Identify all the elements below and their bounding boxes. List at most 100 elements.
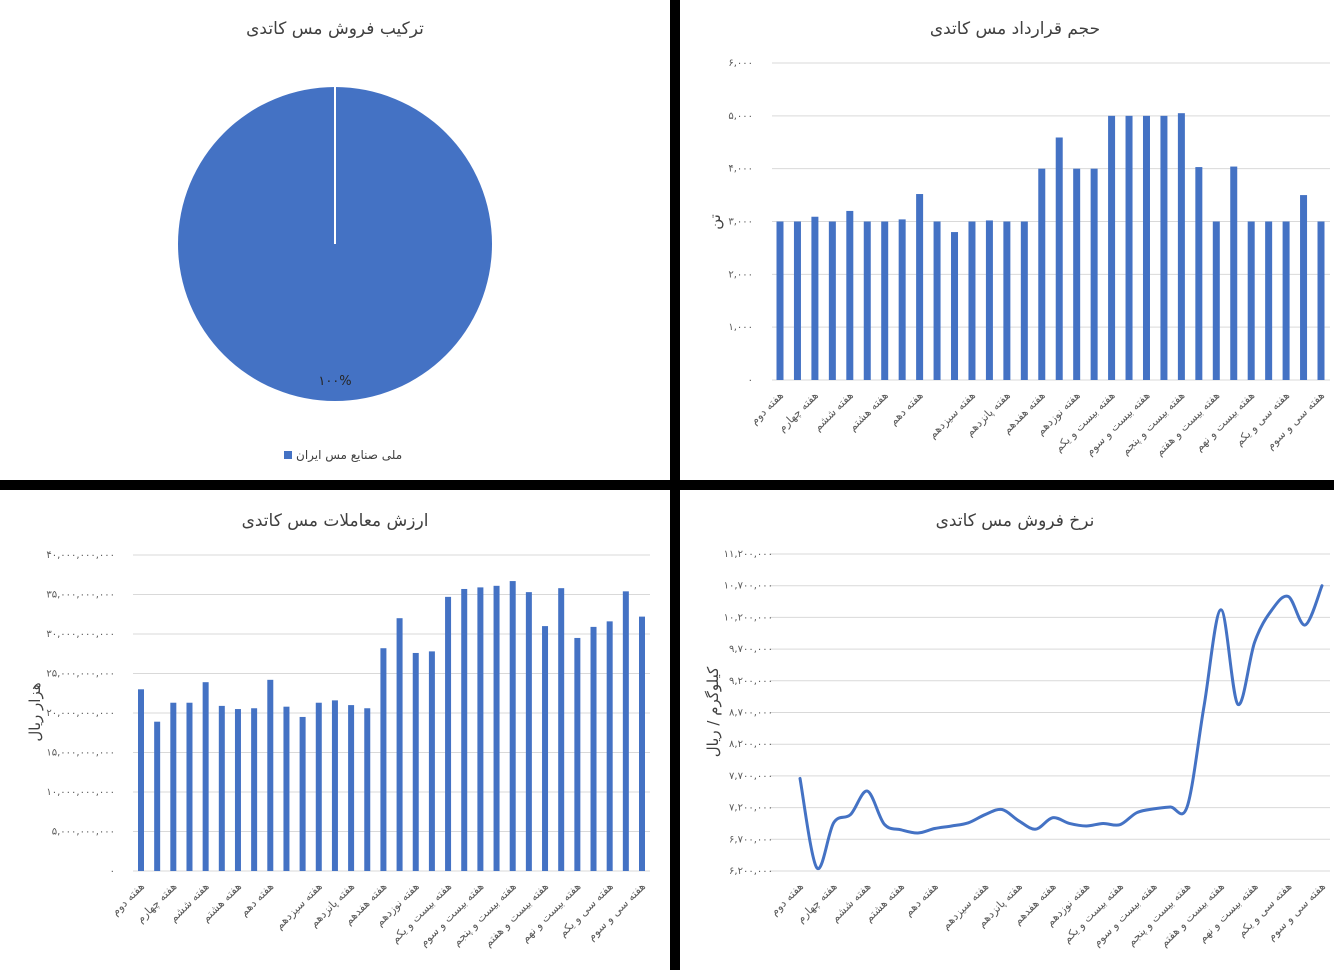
bar <box>364 708 371 871</box>
bar <box>1265 221 1273 380</box>
y-tick-label: ۳۰,۰۰۰,۰۰۰,۰۰۰ <box>46 629 115 640</box>
bar <box>898 219 906 380</box>
bar <box>542 626 549 871</box>
bar <box>315 702 322 871</box>
bar <box>1195 167 1203 380</box>
legend-swatch <box>284 451 292 459</box>
y-tick-label: ۶,۰۰۰ <box>728 58 753 69</box>
bar <box>234 709 241 871</box>
pie-title: ترکیب فروش مس کاتدی <box>246 19 424 39</box>
y-tick-label: ۸,۷۰۰,۰۰۰ <box>729 708 773 719</box>
bar <box>267 679 274 871</box>
legend-label: ملی صنایع مس ایران <box>296 448 402 463</box>
bar <box>412 652 419 871</box>
y-tick-label: ۰ <box>748 375 753 386</box>
bar <box>606 621 613 871</box>
y-tick-label: ۶,۷۰۰,۰۰۰ <box>729 834 773 845</box>
y-tick-label: ۱۵,۰۰۰,۰۰۰,۰۰۰ <box>46 748 115 759</box>
bar <box>461 588 468 871</box>
price-title: نرخ فروش مس کاتدی <box>936 511 1095 531</box>
y-tick-label: ۹,۷۰۰,۰۰۰ <box>729 644 773 655</box>
bar <box>218 705 225 871</box>
y-tick-label: ۵,۰۰۰,۰۰۰,۰۰۰ <box>52 827 115 838</box>
y-tick-label: ۹,۲۰۰,۰۰۰ <box>729 676 773 687</box>
bar <box>985 220 993 380</box>
bar <box>154 721 161 871</box>
y-tick-label: ۱۱,۲۰۰,۰۰۰ <box>724 549 773 560</box>
bar <box>793 221 801 380</box>
bar <box>525 592 532 871</box>
bar <box>1230 166 1238 380</box>
bar <box>170 702 177 871</box>
bar <box>1073 168 1081 380</box>
value-y-title: هزار ریال <box>26 682 44 741</box>
bar <box>916 194 924 380</box>
bar <box>202 682 209 871</box>
bar <box>574 637 581 871</box>
bar <box>251 708 258 871</box>
y-tick-label: ۱۰,۷۰۰,۰۰۰ <box>724 581 773 592</box>
bar <box>1090 168 1098 380</box>
y-tick-label: ۰ <box>110 866 115 877</box>
y-tick-label: ۴۰,۰۰۰,۰۰۰,۰۰۰ <box>46 550 115 561</box>
y-tick-label: ۲۰,۰۰۰,۰۰۰,۰۰۰ <box>46 708 115 719</box>
pie-data-label: ۱۰۰% <box>318 374 351 389</box>
y-tick-label: ۸,۲۰۰,۰۰۰ <box>729 739 773 750</box>
bar <box>933 221 941 380</box>
bar <box>776 221 784 380</box>
panel-price <box>680 490 1334 970</box>
y-tick-label: ۷,۷۰۰,۰۰۰ <box>729 771 773 782</box>
bar <box>828 221 836 380</box>
bar <box>1003 221 1011 380</box>
bar <box>283 706 290 871</box>
bar <box>138 689 144 871</box>
bar <box>186 702 193 871</box>
bar <box>493 585 500 871</box>
bar <box>1300 195 1308 380</box>
bar <box>380 648 387 871</box>
y-tick-label: ۴,۰۰۰ <box>728 164 753 175</box>
bar <box>1108 115 1116 380</box>
price-y-title: کیلوگرم / ریال <box>704 666 722 757</box>
value-title: ارزش معاملات مس کاتدی <box>242 511 429 531</box>
y-tick-label: ۳,۰۰۰ <box>728 217 753 228</box>
bar <box>331 700 338 871</box>
bar <box>477 587 484 871</box>
bar <box>428 651 435 871</box>
bar <box>348 705 355 871</box>
bar <box>558 588 565 871</box>
bar <box>846 210 854 380</box>
bar <box>1317 221 1325 380</box>
y-tick-label: ۷,۲۰۰,۰۰۰ <box>729 803 773 814</box>
bar <box>881 221 889 380</box>
y-tick-label: ۳۵,۰۰۰,۰۰۰,۰۰۰ <box>46 590 115 601</box>
bar <box>509 581 516 871</box>
bar <box>1247 221 1255 380</box>
volume-title: حجم قرارداد مس کاتدی <box>930 19 1100 39</box>
y-tick-label: ۵,۰۰۰ <box>728 111 753 122</box>
bar <box>968 221 976 380</box>
bar <box>445 596 452 871</box>
y-tick-label: ۲۵,۰۰۰,۰۰۰,۰۰۰ <box>46 669 115 680</box>
y-tick-label: ۶,۲۰۰,۰۰۰ <box>729 866 773 877</box>
bar <box>1160 115 1168 380</box>
bar <box>1282 221 1290 380</box>
y-tick-label: ۱۰,۰۰۰,۰۰۰,۰۰۰ <box>46 787 115 798</box>
bar <box>951 232 959 380</box>
bar <box>1055 137 1063 380</box>
volume-y-title: تن <box>706 214 724 230</box>
bar <box>1177 113 1185 381</box>
y-tick-label: ۱,۰۰۰ <box>728 322 753 333</box>
bar <box>1038 168 1046 380</box>
bar <box>811 216 819 380</box>
y-tick-label: ۱۰,۲۰۰,۰۰۰ <box>724 612 773 623</box>
bar <box>299 716 306 871</box>
bar <box>590 626 597 871</box>
bar <box>1212 221 1220 380</box>
bar <box>396 618 403 871</box>
bar <box>622 591 629 871</box>
bar <box>1142 115 1150 380</box>
y-tick-label: ۲,۰۰۰ <box>728 269 753 280</box>
bar <box>1020 221 1028 380</box>
